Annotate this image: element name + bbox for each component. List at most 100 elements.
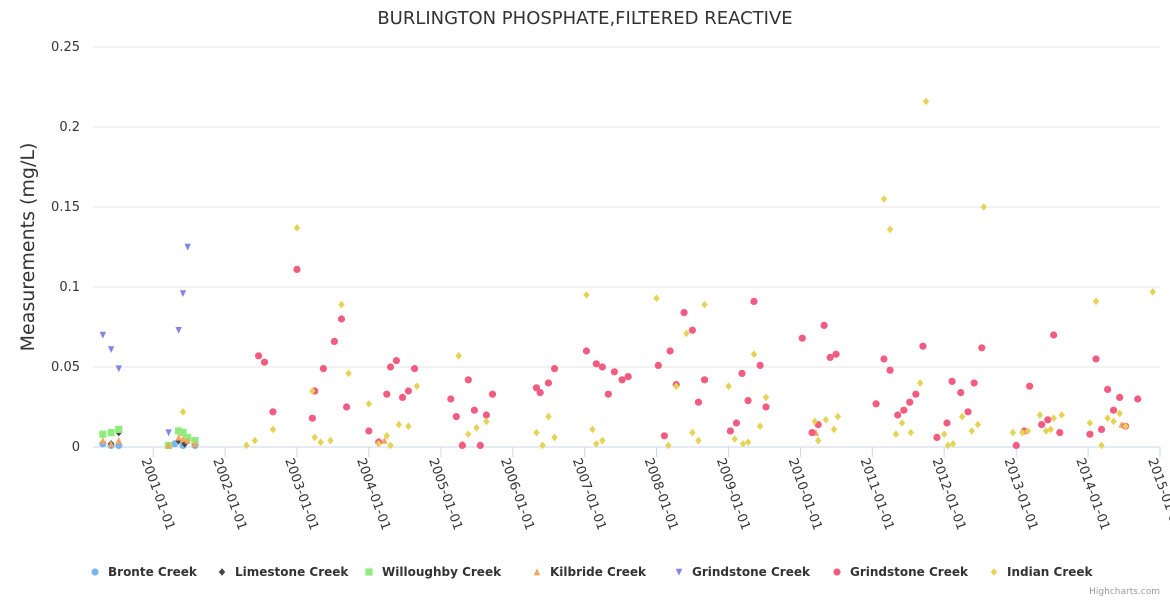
data-point [179, 429, 187, 437]
data-point [107, 429, 115, 437]
data-point [880, 355, 888, 363]
data-point [1009, 428, 1017, 437]
grid-lines [93, 46, 1160, 448]
legend-label: Grindstone Creek [692, 565, 811, 579]
data-point [330, 337, 338, 345]
data-point [589, 425, 596, 434]
legend-item[interactable]: Indian Creek [990, 565, 1094, 579]
data-point [260, 358, 269, 366]
legend-symbol [91, 568, 99, 576]
legend-item[interactable]: Willoughby Creek [365, 565, 502, 579]
data-point [243, 441, 250, 450]
data-point [455, 352, 462, 360]
data-point [1012, 441, 1020, 449]
data-point [1086, 430, 1094, 438]
data-point [99, 430, 107, 438]
data-point [179, 435, 187, 443]
data-point [381, 437, 388, 444]
data-point [1050, 414, 1057, 422]
data-point [739, 440, 747, 448]
data-point [392, 357, 401, 365]
data-point [940, 430, 948, 438]
data-point [744, 397, 752, 405]
data-point [191, 440, 199, 447]
data-point [452, 413, 460, 421]
data-point [750, 350, 758, 358]
data-point [826, 353, 834, 361]
data-point [834, 412, 842, 421]
credits-link[interactable]: Highcharts.com [1089, 587, 1160, 597]
data-point [293, 265, 301, 273]
data-point [673, 382, 680, 390]
data-point [533, 428, 540, 437]
data-point [1056, 429, 1064, 437]
data-point [964, 408, 972, 416]
data-point [1110, 417, 1117, 426]
data-point [386, 363, 395, 371]
legend-item[interactable]: Kilbride Creek [533, 565, 647, 579]
data-point [886, 366, 894, 374]
data-point [309, 387, 316, 395]
legend-symbol [990, 568, 998, 576]
data-point [695, 436, 702, 445]
data-point [1026, 382, 1034, 390]
data-point [269, 425, 277, 434]
data-point [387, 441, 394, 450]
data-point [725, 382, 732, 390]
legend-item[interactable]: Bronte Creek [91, 565, 198, 579]
data-point [680, 309, 688, 317]
y-tick-label: 0.15 [51, 200, 80, 215]
data-point [375, 440, 382, 448]
data-point [184, 437, 191, 444]
legend-symbol [675, 568, 683, 576]
legend-label: Willoughby Creek [382, 565, 502, 579]
data-point [251, 436, 259, 445]
data-point [1092, 297, 1100, 306]
data-point [175, 327, 182, 334]
data-point [404, 387, 413, 395]
data-point [872, 400, 880, 408]
data-point [665, 441, 672, 450]
legend-item[interactable]: Limestone Creek [218, 565, 350, 579]
data-point [583, 291, 590, 299]
data-point [1109, 406, 1118, 414]
data-point [254, 352, 263, 360]
data-point [660, 432, 669, 440]
data-point [337, 315, 346, 323]
data-point [916, 379, 924, 387]
data-point [1149, 288, 1156, 296]
data-point [179, 408, 187, 416]
data-point [944, 441, 952, 450]
legend-label: Bronte Creek [108, 565, 198, 579]
data-point [1116, 409, 1123, 418]
data-point [1038, 421, 1046, 429]
data-point [912, 390, 920, 398]
data-point [1024, 427, 1032, 435]
data-point [184, 243, 191, 251]
legend-item[interactable]: Grindstone Creek [675, 565, 811, 579]
data-point [653, 294, 660, 302]
data-point [311, 433, 318, 442]
y-axis-label: Measurements (mg/L) [17, 143, 39, 352]
data-point [99, 331, 107, 339]
data-point [832, 350, 840, 358]
legend-item[interactable]: Grindstone Creek [833, 565, 969, 579]
data-point [1050, 331, 1058, 339]
legend-label: Limestone Creek [235, 565, 349, 579]
data-point [1134, 395, 1142, 403]
data-point [465, 430, 472, 438]
data-point [327, 436, 334, 445]
data-point [593, 440, 600, 448]
data-point [536, 389, 544, 397]
data-point [395, 420, 402, 429]
data-point [1097, 425, 1106, 433]
data-point [970, 379, 978, 387]
data-point [943, 419, 951, 427]
data-point [900, 406, 908, 414]
data-point [1047, 425, 1054, 434]
data-point [750, 297, 758, 305]
data-point [666, 347, 674, 355]
data-point [738, 369, 746, 377]
data-point [933, 433, 941, 441]
